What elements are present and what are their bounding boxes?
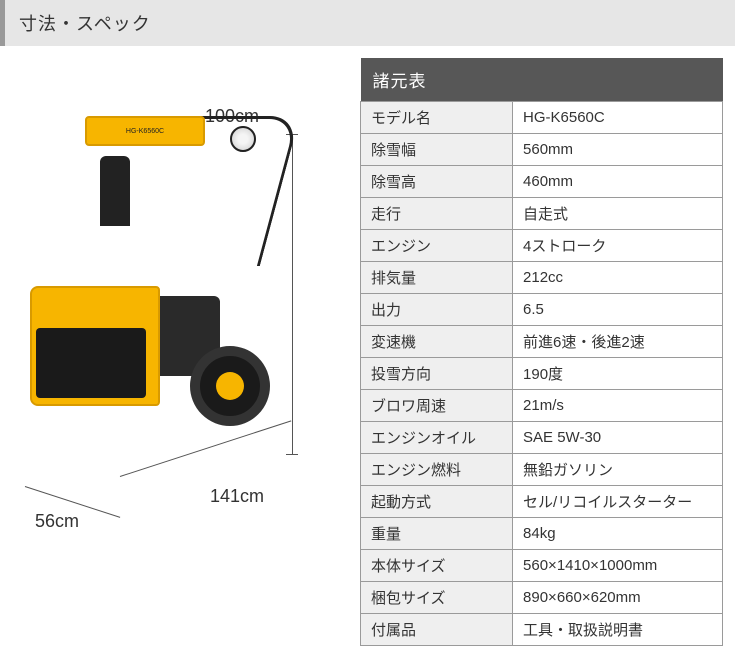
snowblower-body: HG-K6560C bbox=[30, 186, 290, 446]
spec-value: HG-K6560C bbox=[513, 102, 723, 134]
discharge-chute bbox=[100, 156, 130, 226]
spec-label: 付属品 bbox=[361, 614, 513, 646]
spec-label: エンジン bbox=[361, 230, 513, 262]
table-row: 起動方式セル/リコイルスターター bbox=[361, 486, 723, 518]
spec-value: セル/リコイルスターター bbox=[513, 486, 723, 518]
spec-value: 84kg bbox=[513, 518, 723, 550]
spec-label: 梱包サイズ bbox=[361, 582, 513, 614]
spec-value: 560×1410×1000mm bbox=[513, 550, 723, 582]
dim-width-label: 56cm bbox=[35, 511, 79, 532]
table-row: 変速機前進6速・後進2速 bbox=[361, 326, 723, 358]
spec-label: エンジン燃料 bbox=[361, 454, 513, 486]
spec-label: 走行 bbox=[361, 198, 513, 230]
table-row: 除雪幅560mm bbox=[361, 134, 723, 166]
table-row: 付属品工具・取扱説明書 bbox=[361, 614, 723, 646]
spec-label: 投雪方向 bbox=[361, 358, 513, 390]
spec-value: 4ストローク bbox=[513, 230, 723, 262]
product-illustration: HG-K6560C bbox=[30, 186, 290, 446]
spec-label: 排気量 bbox=[361, 262, 513, 294]
table-row: ブロワ周速21m/s bbox=[361, 390, 723, 422]
spec-label: 本体サイズ bbox=[361, 550, 513, 582]
spec-value: 自走式 bbox=[513, 198, 723, 230]
spec-label: ブロワ周速 bbox=[361, 390, 513, 422]
spec-value: 21m/s bbox=[513, 390, 723, 422]
table-row: エンジン燃料無鉛ガソリン bbox=[361, 454, 723, 486]
product-figure: 100cm 141cm 56cm HG-K6560C bbox=[10, 66, 350, 536]
spec-table: 諸元表 モデル名HG-K6560C除雪幅560mm除雪高460mm走行自走式エン… bbox=[360, 58, 723, 646]
spec-value: 無鉛ガソリン bbox=[513, 454, 723, 486]
spec-value: 前進6速・後進2速 bbox=[513, 326, 723, 358]
spec-label: エンジンオイル bbox=[361, 422, 513, 454]
section-header: 寸法・スペック bbox=[0, 0, 735, 46]
spec-label: モデル名 bbox=[361, 102, 513, 134]
spec-label: 除雪高 bbox=[361, 166, 513, 198]
spec-table-title: 諸元表 bbox=[361, 58, 723, 102]
auger-opening bbox=[36, 328, 146, 398]
table-row: 出力6.5 bbox=[361, 294, 723, 326]
dim-height-tick-bottom bbox=[286, 454, 298, 455]
spec-label: 除雪幅 bbox=[361, 134, 513, 166]
spec-value: 212cc bbox=[513, 262, 723, 294]
table-row: モデル名HG-K6560C bbox=[361, 102, 723, 134]
table-row: 除雪高460mm bbox=[361, 166, 723, 198]
section-title: 寸法・スペック bbox=[19, 14, 151, 34]
table-row: 本体サイズ560×1410×1000mm bbox=[361, 550, 723, 582]
dim-height-line bbox=[292, 134, 293, 454]
product-dimensions-pane: 100cm 141cm 56cm HG-K6560C bbox=[0, 46, 360, 600]
spec-value: 460mm bbox=[513, 166, 723, 198]
spec-label: 重量 bbox=[361, 518, 513, 550]
dim-length-label: 141cm bbox=[210, 486, 264, 507]
content-area: 100cm 141cm 56cm HG-K6560C bbox=[0, 46, 735, 600]
headlight-icon bbox=[230, 126, 256, 152]
spec-table-pane: 諸元表 モデル名HG-K6560C除雪幅560mm除雪高460mm走行自走式エン… bbox=[360, 46, 735, 600]
spec-value: 560mm bbox=[513, 134, 723, 166]
model-badge: HG-K6560C bbox=[126, 128, 164, 135]
wheel-hub bbox=[216, 372, 244, 400]
spec-label: 起動方式 bbox=[361, 486, 513, 518]
table-row: エンジン4ストローク bbox=[361, 230, 723, 262]
spec-value: 6.5 bbox=[513, 294, 723, 326]
table-row: 排気量212cc bbox=[361, 262, 723, 294]
table-row: エンジンオイルSAE 5W-30 bbox=[361, 422, 723, 454]
table-row: 投雪方向190度 bbox=[361, 358, 723, 390]
table-row: 梱包サイズ890×660×620mm bbox=[361, 582, 723, 614]
spec-table-body: モデル名HG-K6560C除雪幅560mm除雪高460mm走行自走式エンジン4ス… bbox=[361, 102, 723, 646]
spec-value: 工具・取扱説明書 bbox=[513, 614, 723, 646]
spec-value: 190度 bbox=[513, 358, 723, 390]
spec-value: 890×660×620mm bbox=[513, 582, 723, 614]
spec-label: 出力 bbox=[361, 294, 513, 326]
spec-value: SAE 5W-30 bbox=[513, 422, 723, 454]
spec-label: 変速機 bbox=[361, 326, 513, 358]
table-row: 重量84kg bbox=[361, 518, 723, 550]
control-panel: HG-K6560C bbox=[85, 116, 205, 146]
table-row: 走行自走式 bbox=[361, 198, 723, 230]
